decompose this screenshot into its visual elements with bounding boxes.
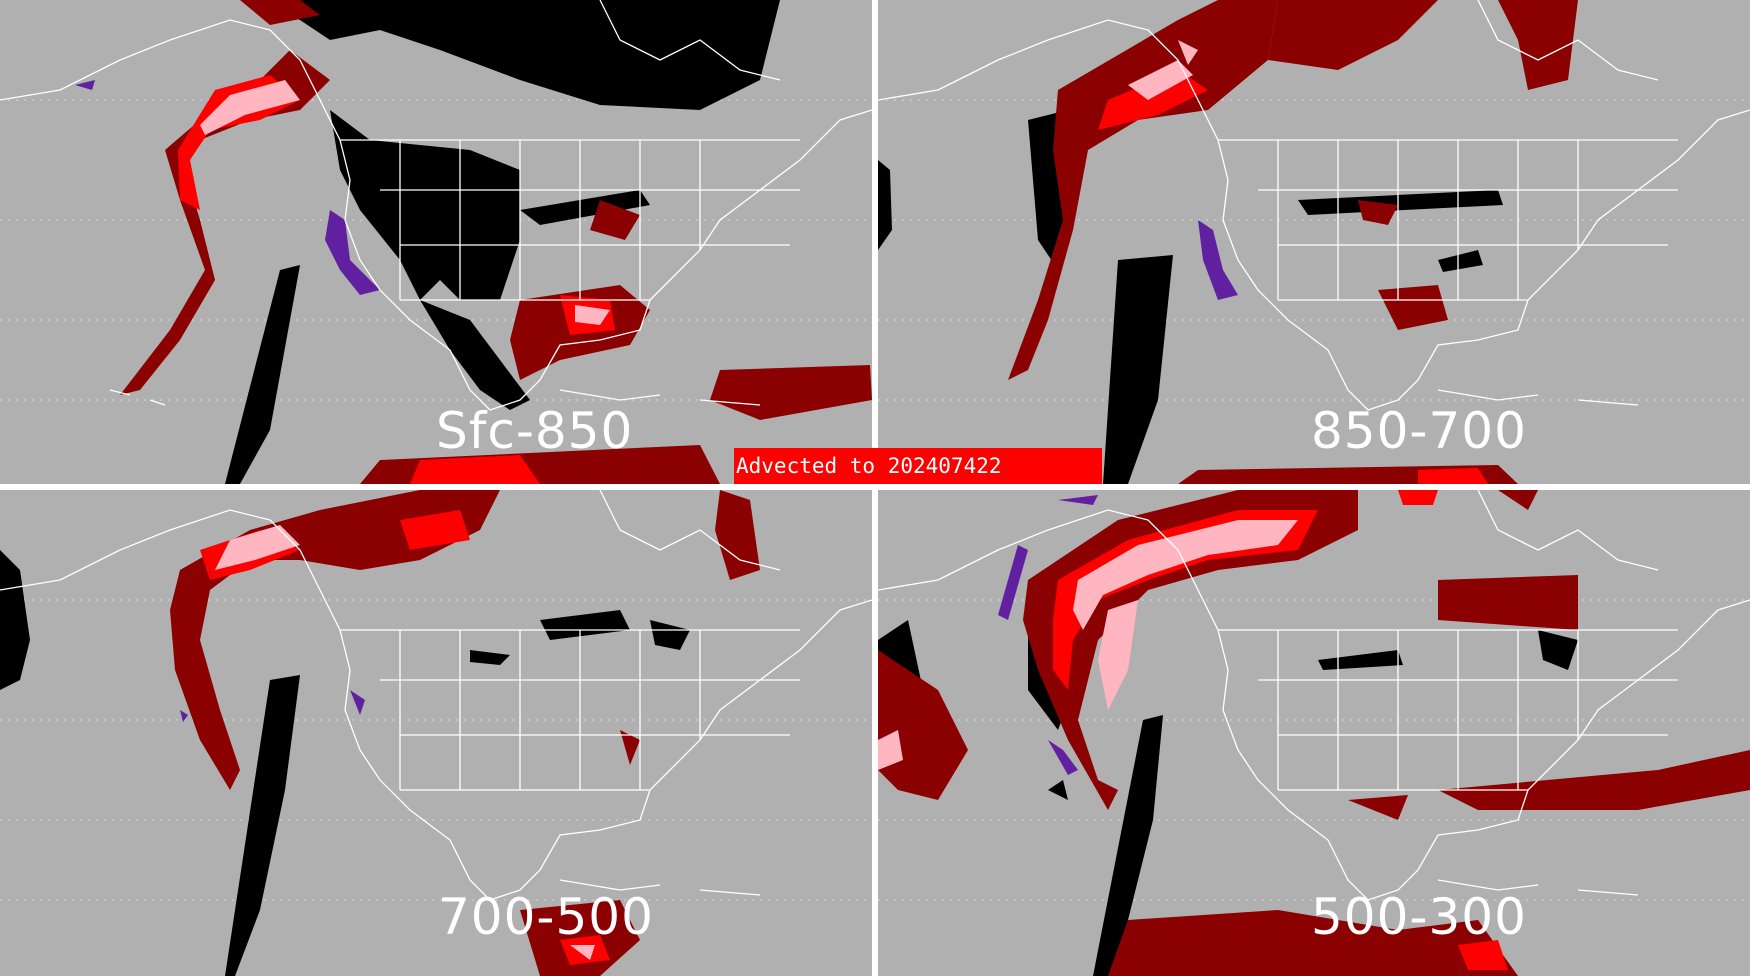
map-500-300 bbox=[878, 490, 1750, 976]
advected-to-banner: Advected to 202407422 bbox=[734, 448, 1102, 484]
purple-features bbox=[180, 690, 365, 722]
purple-features bbox=[75, 80, 380, 295]
missing-data-black bbox=[225, 0, 780, 484]
layer-label: 850-700 bbox=[1311, 402, 1527, 460]
coastlines-and-borders bbox=[878, 490, 1750, 901]
purple-features bbox=[1198, 220, 1238, 300]
dark-red-features bbox=[120, 0, 872, 484]
panel-500-300: 500-300 bbox=[878, 490, 1750, 976]
panel-700-500: 700-500 bbox=[0, 490, 872, 976]
missing-data-black bbox=[0, 550, 690, 976]
panel-850-700: 850-700 bbox=[878, 0, 1750, 484]
red-features bbox=[1098, 70, 1488, 484]
pink-features bbox=[215, 525, 595, 960]
pink-features bbox=[1128, 40, 1198, 100]
layer-label: 500-300 bbox=[1311, 888, 1527, 946]
layer-label: Sfc-850 bbox=[436, 402, 634, 460]
purple-features bbox=[998, 495, 1098, 775]
pink-features bbox=[200, 80, 610, 325]
grid-lines bbox=[878, 599, 1750, 901]
coastlines-and-borders bbox=[0, 490, 872, 901]
pink-features bbox=[878, 520, 1298, 770]
panel-sfc-850: Sfc-850 bbox=[0, 0, 872, 484]
layer-label: 700-500 bbox=[438, 888, 654, 946]
grid-lines bbox=[878, 99, 1750, 401]
map-850-700 bbox=[878, 0, 1750, 484]
map-700-500 bbox=[0, 490, 872, 976]
grid-lines bbox=[0, 99, 872, 401]
red-features bbox=[1053, 490, 1508, 970]
coastlines-and-borders bbox=[0, 0, 872, 411]
map-sfc-850 bbox=[0, 0, 872, 484]
coastlines-and-borders bbox=[878, 0, 1750, 411]
grid-lines bbox=[0, 599, 872, 901]
